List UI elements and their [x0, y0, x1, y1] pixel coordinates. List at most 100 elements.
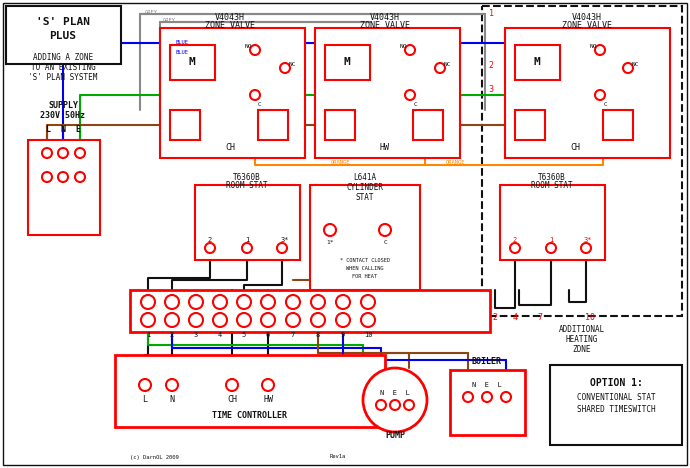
Text: GREY: GREY [163, 17, 176, 22]
Bar [550, 365, 682, 445]
Bar [170, 110, 200, 140]
Circle shape [237, 313, 251, 327]
Bar [482, 6, 682, 316]
Circle shape [165, 295, 179, 309]
Text: C: C [603, 102, 607, 107]
Text: 9: 9 [341, 332, 345, 338]
Circle shape [242, 243, 252, 253]
Text: NO: NO [244, 44, 252, 49]
Text: 1: 1 [549, 237, 553, 243]
Bar [115, 355, 385, 427]
Text: SHARED TIMESWITCH: SHARED TIMESWITCH [577, 405, 656, 415]
Text: 7: 7 [538, 314, 542, 322]
Text: HEATING: HEATING [566, 336, 598, 344]
Bar [500, 185, 605, 260]
Circle shape [58, 172, 68, 182]
Circle shape [311, 295, 325, 309]
Bar [6, 6, 121, 64]
Text: PLUS: PLUS [50, 31, 77, 41]
Circle shape [405, 45, 415, 55]
Circle shape [361, 295, 375, 309]
Text: M: M [188, 57, 195, 67]
Circle shape [141, 313, 155, 327]
Text: 8: 8 [316, 332, 320, 338]
Bar [603, 110, 633, 140]
Text: GREY: GREY [145, 9, 158, 15]
Text: L641A: L641A [353, 174, 377, 183]
Text: 1: 1 [245, 237, 249, 243]
Text: CH: CH [225, 144, 235, 153]
Text: NO: NO [400, 44, 406, 49]
Text: C: C [413, 102, 417, 107]
Circle shape [226, 379, 238, 391]
Circle shape [205, 243, 215, 253]
Circle shape [237, 295, 251, 309]
Text: ZONE VALVE: ZONE VALVE [562, 22, 612, 30]
Text: CH: CH [570, 144, 580, 153]
Circle shape [189, 295, 203, 309]
Text: CH: CH [227, 395, 237, 404]
Bar [325, 45, 370, 80]
Text: ROOM STAT: ROOM STAT [531, 181, 573, 190]
Circle shape [213, 295, 227, 309]
Text: HW: HW [263, 395, 273, 404]
Circle shape [501, 392, 511, 402]
Text: 2: 2 [208, 237, 212, 243]
Text: 2: 2 [513, 237, 517, 243]
Bar [515, 110, 545, 140]
Circle shape [261, 295, 275, 309]
Text: T6360B: T6360B [233, 174, 261, 183]
Text: 1*: 1* [326, 241, 334, 246]
Circle shape [75, 172, 85, 182]
Text: V4043H: V4043H [572, 14, 602, 22]
Bar [315, 28, 460, 158]
Text: BOILER: BOILER [472, 358, 502, 366]
Circle shape [42, 172, 52, 182]
Circle shape [404, 400, 414, 410]
Text: 3: 3 [194, 332, 198, 338]
Circle shape [595, 90, 605, 100]
Circle shape [390, 400, 400, 410]
Text: 2: 2 [493, 314, 497, 322]
Text: BLUE: BLUE [175, 41, 188, 45]
Text: ADDITIONAL: ADDITIONAL [559, 326, 605, 335]
Text: FOR HEAT: FOR HEAT [353, 273, 377, 278]
Text: ZONE VALVE: ZONE VALVE [360, 22, 410, 30]
Text: OPTION 1:: OPTION 1: [589, 378, 642, 388]
Text: V4043H: V4043H [215, 14, 245, 22]
Text: 10: 10 [364, 332, 372, 338]
Circle shape [286, 295, 300, 309]
Bar [450, 370, 525, 435]
Text: HW: HW [380, 144, 390, 153]
Circle shape [250, 90, 260, 100]
Circle shape [58, 148, 68, 158]
Circle shape [75, 148, 85, 158]
Bar [310, 185, 420, 290]
Circle shape [189, 313, 203, 327]
Circle shape [405, 90, 415, 100]
Bar [160, 28, 305, 158]
Circle shape [311, 313, 325, 327]
Bar [515, 45, 560, 80]
Text: STAT: STAT [356, 193, 374, 203]
Bar [195, 185, 300, 260]
Circle shape [165, 313, 179, 327]
Circle shape [280, 63, 290, 73]
Text: C: C [383, 241, 387, 246]
Bar [505, 28, 670, 158]
Text: SUPPLY: SUPPLY [48, 101, 78, 110]
Circle shape [141, 295, 155, 309]
Text: 1: 1 [146, 332, 150, 338]
Circle shape [324, 224, 336, 236]
Bar [170, 45, 215, 80]
Circle shape [250, 45, 260, 55]
Text: C: C [258, 102, 262, 107]
Text: 'S' PLAN: 'S' PLAN [36, 17, 90, 27]
Circle shape [482, 392, 492, 402]
Circle shape [139, 379, 151, 391]
Text: L  N  E: L N E [46, 125, 81, 134]
Text: * CONTACT CLOSED: * CONTACT CLOSED [340, 257, 390, 263]
Text: NC: NC [443, 63, 451, 67]
Text: ZONE: ZONE [573, 345, 591, 354]
Text: TO AN EXISTING: TO AN EXISTING [30, 64, 95, 73]
